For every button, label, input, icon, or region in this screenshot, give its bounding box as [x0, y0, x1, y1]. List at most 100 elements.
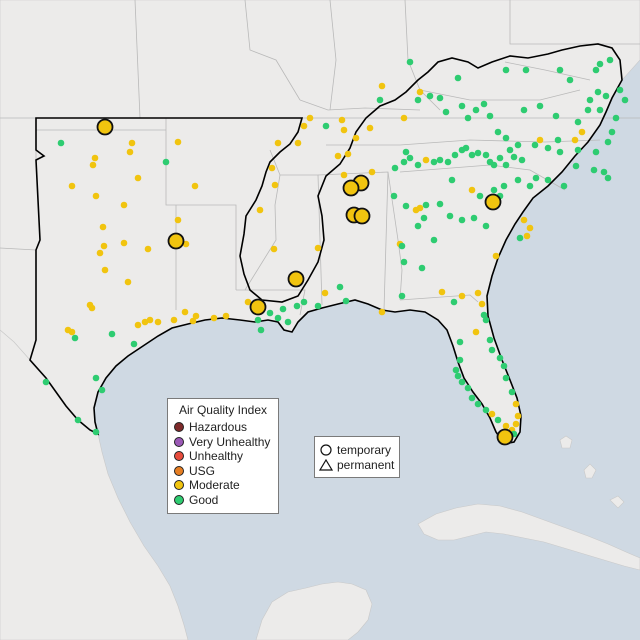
good-monitor-marker[interactable] [98, 386, 106, 394]
good-monitor-marker[interactable] [470, 214, 478, 222]
moderate-monitor-marker[interactable] [321, 289, 329, 297]
good-monitor-marker[interactable] [482, 406, 490, 414]
moderate-monitor-marker[interactable] [99, 223, 107, 231]
good-monitor-marker[interactable] [590, 166, 598, 174]
good-monitor-marker[interactable] [436, 156, 444, 164]
moderate-monitor-marker[interactable] [340, 171, 348, 179]
good-monitor-marker[interactable] [322, 122, 330, 130]
moderate-monitor-marker[interactable] [141, 318, 149, 326]
moderate-monitor-marker[interactable] [154, 318, 162, 326]
good-monitor-marker[interactable] [508, 388, 516, 396]
good-monitor-marker[interactable] [488, 346, 496, 354]
moderate-monitor-marker[interactable] [526, 224, 534, 232]
good-monitor-marker[interactable] [514, 141, 522, 149]
moderate-monitor-marker[interactable] [146, 316, 154, 324]
good-monitor-marker[interactable] [514, 176, 522, 184]
good-monitor-marker[interactable] [522, 66, 530, 74]
temporary-monitor-marker[interactable] [342, 179, 360, 197]
good-monitor-marker[interactable] [300, 298, 308, 306]
temporary-monitor-marker[interactable] [167, 232, 185, 250]
good-monitor-marker[interactable] [400, 158, 408, 166]
good-monitor-marker[interactable] [586, 96, 594, 104]
moderate-monitor-marker[interactable] [181, 308, 189, 316]
good-monitor-marker[interactable] [482, 222, 490, 230]
moderate-monitor-marker[interactable] [88, 304, 96, 312]
good-monitor-marker[interactable] [556, 148, 564, 156]
good-monitor-marker[interactable] [456, 338, 464, 346]
good-monitor-marker[interactable] [612, 114, 620, 122]
good-monitor-marker[interactable] [600, 168, 608, 176]
good-monitor-marker[interactable] [458, 378, 466, 386]
moderate-monitor-marker[interactable] [100, 242, 108, 250]
moderate-monitor-marker[interactable] [502, 422, 510, 430]
good-monitor-marker[interactable] [398, 242, 406, 250]
good-monitor-marker[interactable] [472, 106, 480, 114]
good-monitor-marker[interactable] [418, 264, 426, 272]
good-monitor-marker[interactable] [402, 202, 410, 210]
moderate-monitor-marker[interactable] [126, 148, 134, 156]
good-monitor-marker[interactable] [502, 374, 510, 382]
good-monitor-marker[interactable] [556, 66, 564, 74]
moderate-monitor-marker[interactable] [523, 232, 531, 240]
moderate-monitor-marker[interactable] [170, 316, 178, 324]
moderate-monitor-marker[interactable] [174, 138, 182, 146]
moderate-monitor-marker[interactable] [378, 82, 386, 90]
good-monitor-marker[interactable] [108, 330, 116, 338]
good-monitor-marker[interactable] [398, 292, 406, 300]
good-monitor-marker[interactable] [486, 336, 494, 344]
good-monitor-marker[interactable] [536, 102, 544, 110]
moderate-monitor-marker[interactable] [270, 245, 278, 253]
good-monitor-marker[interactable] [560, 182, 568, 190]
moderate-monitor-marker[interactable] [222, 312, 230, 320]
moderate-monitor-marker[interactable] [438, 288, 446, 296]
moderate-monitor-marker[interactable] [512, 400, 520, 408]
moderate-monitor-marker[interactable] [520, 216, 528, 224]
moderate-monitor-marker[interactable] [210, 314, 218, 322]
moderate-monitor-marker[interactable] [416, 204, 424, 212]
moderate-monitor-marker[interactable] [422, 156, 430, 164]
moderate-monitor-marker[interactable] [478, 300, 486, 308]
temporary-monitor-marker[interactable] [484, 193, 502, 211]
good-monitor-marker[interactable] [464, 384, 472, 392]
good-monitor-marker[interactable] [162, 158, 170, 166]
good-monitor-marker[interactable] [42, 378, 50, 386]
good-monitor-marker[interactable] [506, 146, 514, 154]
good-monitor-marker[interactable] [284, 318, 292, 326]
good-monitor-marker[interactable] [436, 200, 444, 208]
moderate-monitor-marker[interactable] [244, 298, 252, 306]
good-monitor-marker[interactable] [92, 374, 100, 382]
good-monitor-marker[interactable] [531, 141, 539, 149]
good-monitor-marker[interactable] [420, 214, 428, 222]
good-monitor-marker[interactable] [616, 86, 624, 94]
good-monitor-marker[interactable] [406, 154, 414, 162]
good-monitor-marker[interactable] [592, 66, 600, 74]
good-monitor-marker[interactable] [390, 192, 398, 200]
good-monitor-marker[interactable] [544, 176, 552, 184]
moderate-monitor-marker[interactable] [474, 289, 482, 297]
moderate-monitor-marker[interactable] [68, 328, 76, 336]
moderate-monitor-marker[interactable] [338, 116, 346, 124]
moderate-monitor-marker[interactable] [492, 252, 500, 260]
good-monitor-marker[interactable] [442, 108, 450, 116]
good-monitor-marker[interactable] [621, 96, 629, 104]
moderate-monitor-marker[interactable] [334, 152, 342, 160]
good-monitor-marker[interactable] [510, 153, 518, 161]
good-monitor-marker[interactable] [426, 92, 434, 100]
good-monitor-marker[interactable] [464, 114, 472, 122]
good-monitor-marker[interactable] [592, 148, 600, 156]
good-monitor-marker[interactable] [336, 283, 344, 291]
moderate-monitor-marker[interactable] [514, 412, 522, 420]
good-monitor-marker[interactable] [604, 138, 612, 146]
good-monitor-marker[interactable] [92, 428, 100, 436]
good-monitor-marker[interactable] [462, 144, 470, 152]
moderate-monitor-marker[interactable] [144, 245, 152, 253]
good-monitor-marker[interactable] [293, 302, 301, 310]
good-monitor-marker[interactable] [490, 161, 498, 169]
good-monitor-marker[interactable] [606, 56, 614, 64]
good-monitor-marker[interactable] [422, 201, 430, 209]
moderate-monitor-marker[interactable] [294, 139, 302, 147]
moderate-monitor-marker[interactable] [512, 420, 520, 428]
good-monitor-marker[interactable] [554, 136, 562, 144]
good-monitor-marker[interactable] [574, 118, 582, 126]
moderate-monitor-marker[interactable] [134, 321, 142, 329]
